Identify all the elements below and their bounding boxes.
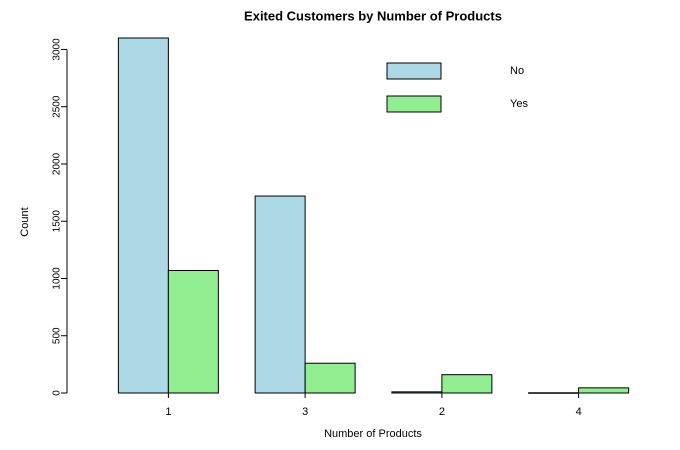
- x-axis-label: Number of Products: [324, 428, 422, 440]
- y-tick-label: 2500: [52, 95, 63, 118]
- y-axis-label: Count: [19, 207, 31, 236]
- legend-label: No: [510, 65, 524, 77]
- y-tick-label: 0: [52, 390, 63, 396]
- x-tick-label: 4: [576, 406, 582, 418]
- bar: [391, 391, 443, 394]
- x-tick-label: 1: [165, 406, 171, 418]
- bar: [528, 392, 580, 394]
- bar: [578, 387, 630, 394]
- x-tick-label: 2: [439, 406, 445, 418]
- bar: [117, 37, 169, 394]
- bar: [441, 374, 493, 394]
- legend-label: Yes: [510, 98, 528, 110]
- y-tick-label: 2000: [52, 152, 63, 175]
- chart-title: Exited Customers by Number of Products: [244, 8, 502, 23]
- bar: [304, 362, 356, 394]
- y-tick-label: 1000: [52, 267, 63, 290]
- x-tick-label: 3: [302, 406, 308, 418]
- y-tick-label: 1500: [52, 210, 63, 233]
- legend-swatch: [386, 95, 442, 113]
- legend-swatch: [386, 62, 442, 80]
- y-tick-label: 500: [52, 327, 63, 344]
- y-tick-label: 3000: [52, 38, 63, 61]
- bar: [167, 269, 219, 394]
- bar: [254, 195, 306, 394]
